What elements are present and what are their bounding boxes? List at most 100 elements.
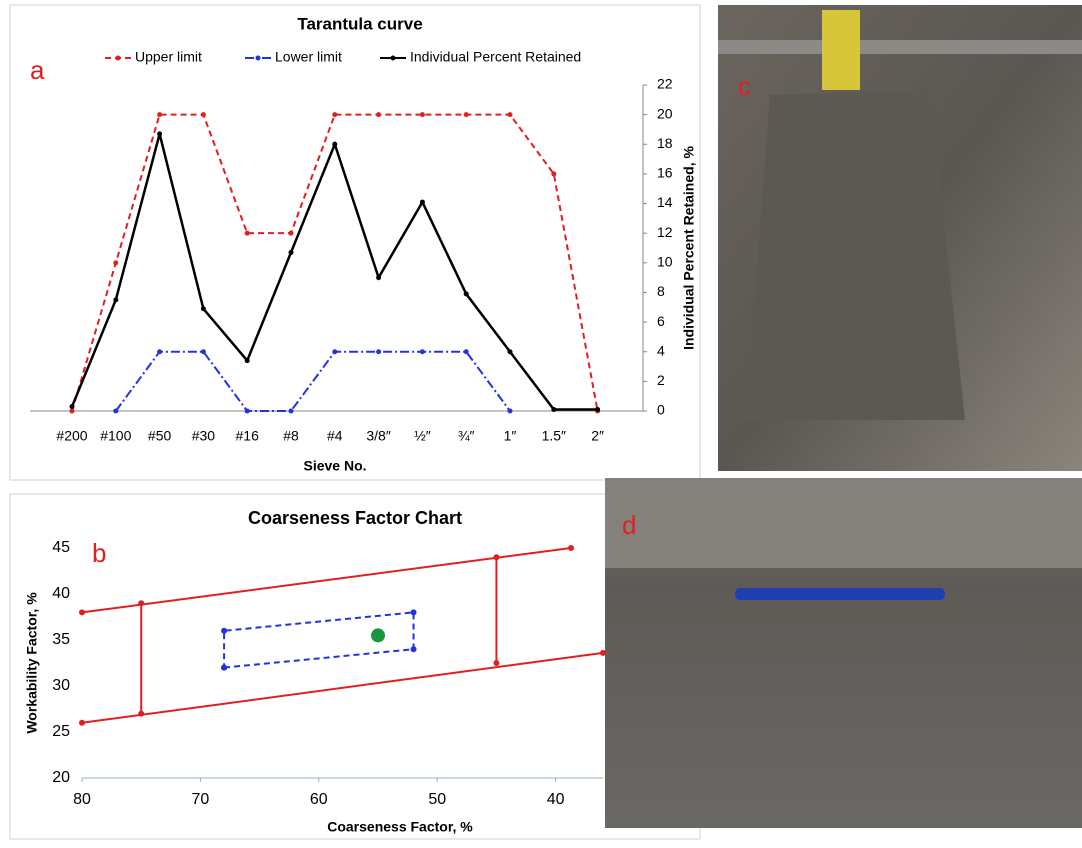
x-tick-label: 50 [428,791,446,808]
x-tick-label: 3/8″ [366,428,390,444]
point [138,600,145,607]
point [288,230,294,236]
point [410,609,417,616]
x-tick-label: 60 [310,791,328,808]
x-tick-label: #50 [148,428,172,444]
legend-marker [390,55,396,61]
x-tick-label: #100 [100,428,131,444]
y-tick-label: 10 [657,254,673,270]
point [138,710,145,717]
y-tick-label: 16 [657,165,673,181]
y-tick-label: 6 [657,313,665,329]
y-tick-label: 22 [657,76,673,92]
legend-label: Upper limit [135,49,202,65]
photo-c: c [718,5,1082,471]
point [419,349,425,355]
panel-label: b [92,538,106,568]
y-tick-label: 35 [52,631,70,648]
panel-label: a [30,55,45,85]
point [463,291,469,297]
point [288,249,294,255]
point [507,112,513,118]
point [332,349,338,355]
panel-label: d [622,510,636,540]
y-tick-label: 14 [657,194,673,210]
legend-label: Individual Percent Retained [410,49,581,65]
point [376,112,382,118]
point [113,297,119,303]
y-tick-label: 25 [52,723,70,740]
point [221,664,228,671]
point [410,646,417,653]
point [507,408,513,414]
x-tick-label: 1″ [504,428,517,444]
panel-frame [9,493,701,840]
y-tick-label: 20 [52,769,70,786]
point [244,408,250,414]
x-tick-label: #8 [283,428,299,444]
y-axis-label: Individual Percent Retained, % [681,146,697,350]
point [463,112,469,118]
point [371,628,386,643]
point [79,719,85,726]
point [463,349,469,355]
cone [745,90,965,420]
point [244,358,250,364]
point [493,660,500,666]
x-tick-label: 80 [73,791,91,808]
legend-marker [255,55,261,61]
point [332,112,338,118]
point [551,407,557,413]
point [113,260,119,266]
point [157,112,163,118]
ruler [822,10,860,90]
y-tick-label: 18 [657,135,673,151]
pen [735,588,945,600]
point [288,408,294,414]
x-tick-label: #30 [192,428,216,444]
point [507,349,513,355]
chart-title: Coarseness Factor Chart [248,508,462,528]
photo-top [605,478,1082,568]
point [332,141,338,147]
y-axis-label: Workability Factor, % [24,592,40,734]
x-axis-label: Coarseness Factor, % [327,819,473,835]
point [200,349,206,355]
x-tick-label: 2″ [591,428,604,444]
point [551,171,557,177]
point [69,408,75,414]
point [200,112,206,118]
legend-marker [115,55,121,61]
x-tick-label: ¾″ [458,428,475,444]
photo-d: d [605,478,1082,828]
point [600,649,606,656]
y-tick-label: 30 [52,677,70,694]
series-line [81,547,572,614]
y-tick-label: 0 [657,402,665,418]
x-tick-label: 40 [547,791,565,808]
y-tick-label: 45 [52,539,70,556]
y-tick-label: 12 [657,224,673,240]
point [69,404,75,410]
point [419,112,425,118]
point [200,306,206,312]
x-tick-label: ½″ [414,428,431,444]
legend-label: Lower limit [275,49,342,65]
point [244,230,250,236]
point [376,275,382,281]
x-tick-label: 70 [192,791,210,808]
point [493,554,500,561]
rod [718,40,1082,54]
point [157,131,163,137]
y-tick-label: 40 [52,585,70,602]
chart-title: Tarantula curve [297,14,422,33]
panel-frame [9,4,701,481]
point [595,407,601,413]
panel-label: c [738,71,751,101]
y-tick-label: 2 [657,372,665,388]
y-tick-label: 20 [657,105,673,121]
point [419,199,425,205]
x-tick-label: #200 [56,428,87,444]
point [157,349,163,355]
